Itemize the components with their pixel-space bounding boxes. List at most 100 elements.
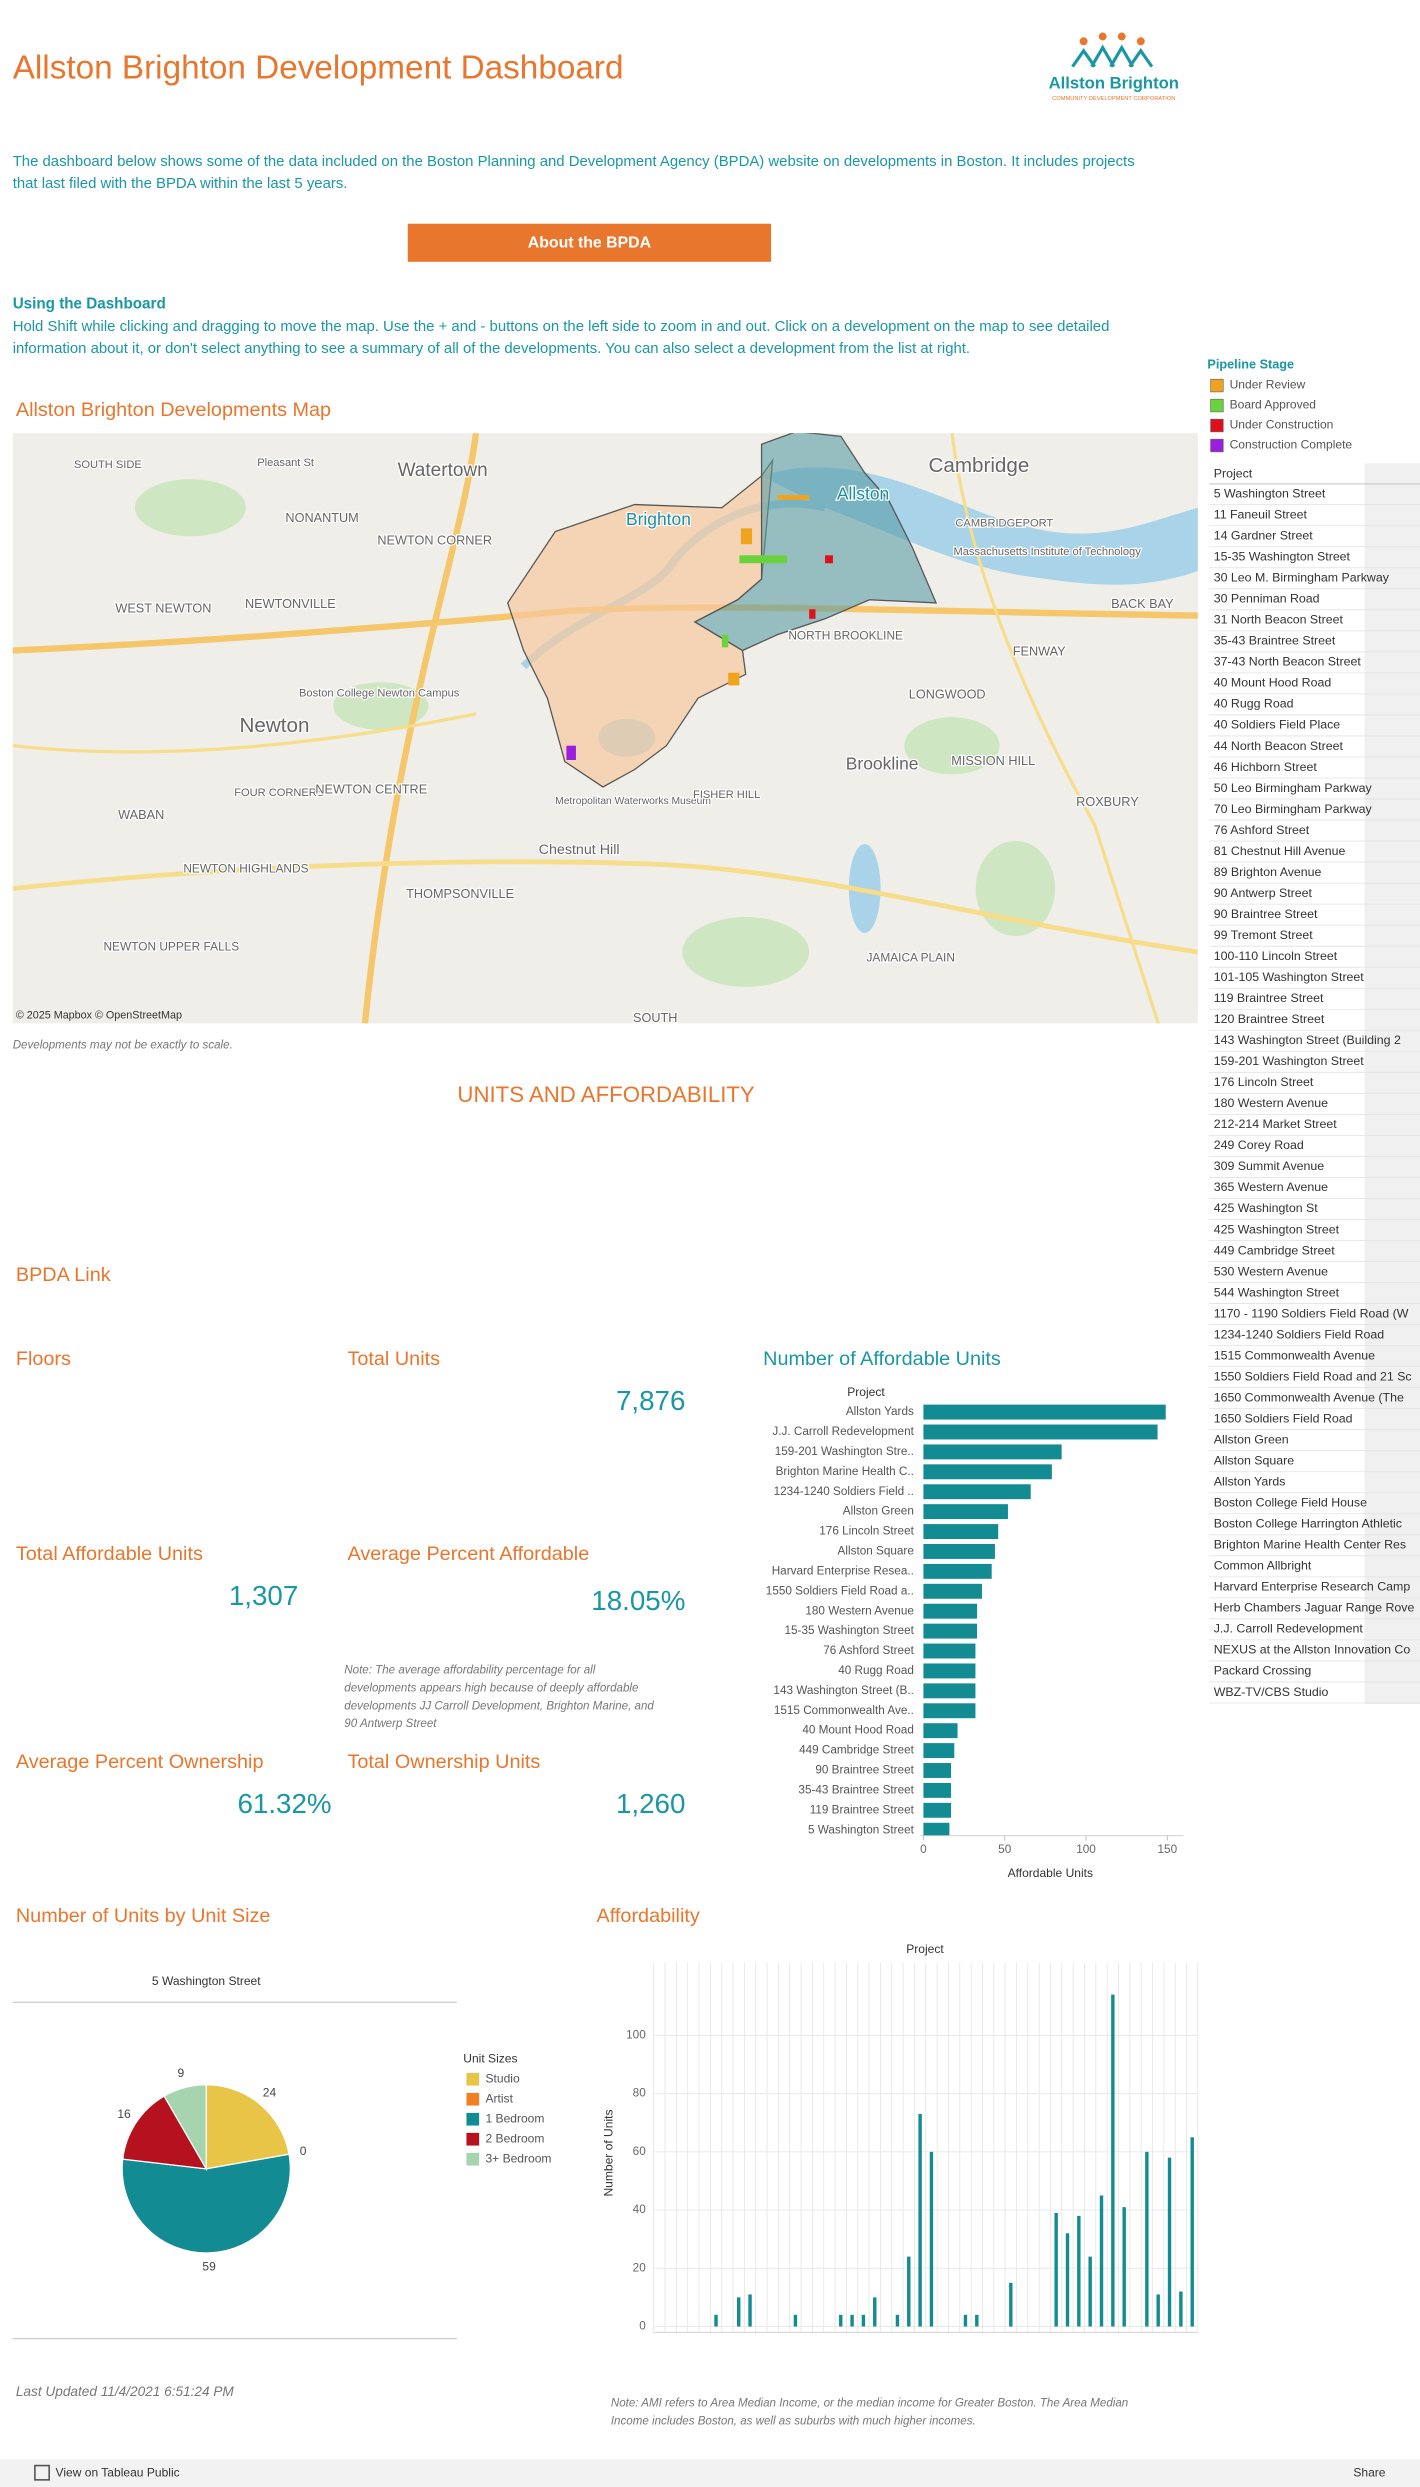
column[interactable] bbox=[1009, 2282, 1013, 2327]
list-item[interactable]: WBZ-TV/CBS Studio bbox=[1214, 1685, 1329, 1699]
legend-swatch[interactable] bbox=[466, 2072, 480, 2086]
list-item[interactable]: 70 Leo Birmingham Parkway bbox=[1214, 802, 1373, 816]
list-item[interactable]: Allston Square bbox=[1214, 1454, 1295, 1468]
bar[interactable] bbox=[923, 1723, 958, 1739]
list-item[interactable]: 31 North Beacon Street bbox=[1214, 613, 1344, 627]
list-item[interactable]: 449 Cambridge Street bbox=[1214, 1243, 1335, 1257]
list-item[interactable]: 100-110 Lincoln Street bbox=[1214, 949, 1338, 963]
list-item[interactable]: 89 Brighton Avenue bbox=[1214, 865, 1322, 879]
column[interactable] bbox=[1179, 2291, 1183, 2327]
legend-label[interactable]: Under Construction bbox=[1230, 418, 1334, 432]
list-item[interactable]: 90 Braintree Street bbox=[1214, 907, 1318, 921]
bar[interactable] bbox=[923, 1643, 976, 1659]
legend-label[interactable]: Construction Complete bbox=[1230, 438, 1353, 452]
list-item[interactable]: Allston Green bbox=[1214, 1433, 1289, 1447]
list-item[interactable]: 81 Chestnut Hill Avenue bbox=[1214, 844, 1346, 858]
list-item[interactable]: NEXUS at the Allston Innovation Co bbox=[1214, 1643, 1411, 1657]
bpda-link[interactable]: BPDA Link bbox=[16, 1264, 111, 1286]
list-item[interactable]: 544 Washington Street bbox=[1214, 1285, 1340, 1299]
list-item[interactable]: 99 Tremont Street bbox=[1214, 928, 1313, 942]
bar[interactable] bbox=[923, 1424, 1158, 1440]
list-item[interactable]: 46 Hichborn Street bbox=[1214, 760, 1318, 774]
column[interactable] bbox=[1111, 1994, 1115, 2327]
list-item[interactable]: 30 Penniman Road bbox=[1214, 592, 1320, 606]
list-item[interactable]: Boston College Harrington Athletic bbox=[1214, 1517, 1402, 1531]
bar[interactable] bbox=[923, 1544, 995, 1559]
column[interactable] bbox=[737, 2297, 741, 2327]
pie-slice[interactable] bbox=[121, 2153, 291, 2254]
column[interactable] bbox=[975, 2314, 979, 2327]
column[interactable] bbox=[918, 2113, 922, 2327]
column[interactable] bbox=[748, 2294, 752, 2327]
column[interactable] bbox=[1145, 2151, 1149, 2327]
list-item[interactable]: Packard Crossing bbox=[1214, 1664, 1312, 1678]
legend-label[interactable]: Board Approved bbox=[1230, 398, 1316, 412]
share-button[interactable]: Share bbox=[1353, 2466, 1385, 2480]
about-button[interactable] bbox=[407, 223, 772, 262]
list-item[interactable]: 249 Corey Road bbox=[1214, 1138, 1304, 1152]
list-item[interactable]: 159-201 Washington Street bbox=[1214, 1054, 1365, 1068]
column[interactable] bbox=[1088, 2256, 1092, 2327]
legend-label[interactable]: 2 Bedroom bbox=[485, 2131, 544, 2145]
legend-swatch[interactable] bbox=[466, 2092, 480, 2106]
tableau-link[interactable]: View on Tableau Public bbox=[56, 2466, 180, 2480]
list-item[interactable]: 1170 - 1190 Soldiers Field Road (W bbox=[1214, 1306, 1409, 1320]
legend-label[interactable]: Under Review bbox=[1230, 378, 1306, 392]
column[interactable] bbox=[963, 2314, 968, 2327]
column[interactable] bbox=[1122, 2207, 1126, 2327]
column[interactable] bbox=[1054, 2212, 1058, 2327]
list-item[interactable]: 425 Washington St bbox=[1214, 1201, 1319, 1215]
list-item[interactable]: 1650 Commonwealth Avenue (The bbox=[1214, 1390, 1404, 1404]
legend-swatch[interactable] bbox=[1210, 398, 1224, 413]
bar[interactable] bbox=[923, 1802, 952, 1818]
legend-swatch[interactable] bbox=[466, 2112, 480, 2126]
bar[interactable] bbox=[923, 1464, 1052, 1480]
list-item[interactable]: 180 Western Avenue bbox=[1214, 1096, 1328, 1110]
list-item[interactable]: 40 Rugg Road bbox=[1214, 697, 1294, 711]
about-button-label[interactable]: About the BPDA bbox=[528, 235, 652, 252]
list-item[interactable]: 90 Antwerp Street bbox=[1214, 886, 1313, 900]
column[interactable] bbox=[714, 2314, 718, 2327]
list-item[interactable]: 120 Braintree Street bbox=[1214, 1012, 1325, 1026]
bar[interactable] bbox=[923, 1583, 982, 1599]
list-item[interactable]: J.J. Carroll Redevelopment bbox=[1214, 1622, 1364, 1636]
legend-swatch[interactable] bbox=[1210, 378, 1224, 393]
column[interactable] bbox=[907, 2256, 911, 2327]
bar[interactable] bbox=[923, 1663, 976, 1679]
list-item[interactable]: 1550 Soldiers Field Road and 21 Sc bbox=[1214, 1369, 1412, 1383]
column[interactable] bbox=[1065, 2233, 1070, 2327]
legend-swatch[interactable] bbox=[1210, 438, 1224, 453]
list-item[interactable]: Harvard Enterprise Research Camp bbox=[1214, 1580, 1411, 1594]
list-item[interactable]: 30 Leo M. Birmingham Parkway bbox=[1214, 571, 1390, 585]
column[interactable] bbox=[839, 2314, 843, 2327]
legend-label[interactable]: Studio bbox=[485, 2071, 519, 2085]
column[interactable] bbox=[861, 2314, 866, 2327]
column[interactable] bbox=[895, 2314, 900, 2327]
column[interactable] bbox=[1156, 2294, 1160, 2327]
bar[interactable] bbox=[923, 1743, 955, 1759]
bar[interactable] bbox=[923, 1563, 992, 1579]
map[interactable] bbox=[12, 432, 1198, 1024]
legend-label[interactable]: 1 Bedroom bbox=[485, 2111, 544, 2125]
list-item[interactable]: 1650 Soldiers Field Road bbox=[1214, 1411, 1353, 1425]
list-item[interactable]: 365 Western Avenue bbox=[1214, 1180, 1328, 1194]
column[interactable] bbox=[793, 2314, 798, 2327]
pie-slice[interactable] bbox=[122, 2095, 208, 2170]
pie-slice[interactable] bbox=[205, 2084, 290, 2170]
legend-label[interactable]: 3+ Bedroom bbox=[485, 2151, 551, 2165]
list-item[interactable]: Brighton Marine Health Center Res bbox=[1214, 1538, 1406, 1552]
list-item[interactable]: 35-43 Braintree Street bbox=[1214, 634, 1336, 648]
list-item[interactable]: 50 Leo Birmingham Parkway bbox=[1214, 781, 1373, 795]
list-item[interactable]: Herb Chambers Jaguar Range Rove bbox=[1214, 1601, 1415, 1615]
list-item[interactable]: 101-105 Washington Street bbox=[1214, 970, 1365, 984]
bar[interactable] bbox=[923, 1683, 976, 1699]
legend-swatch[interactable] bbox=[466, 2152, 480, 2166]
list-item[interactable]: 176 Lincoln Street bbox=[1214, 1075, 1314, 1089]
bar[interactable] bbox=[923, 1484, 1031, 1500]
bar[interactable] bbox=[923, 1703, 976, 1719]
bar[interactable] bbox=[923, 1822, 950, 1838]
list-item[interactable]: 76 Ashford Street bbox=[1214, 823, 1310, 837]
list-item[interactable]: 309 Summit Avenue bbox=[1214, 1159, 1325, 1173]
bar[interactable] bbox=[923, 1782, 952, 1798]
bar[interactable] bbox=[923, 1444, 1062, 1460]
